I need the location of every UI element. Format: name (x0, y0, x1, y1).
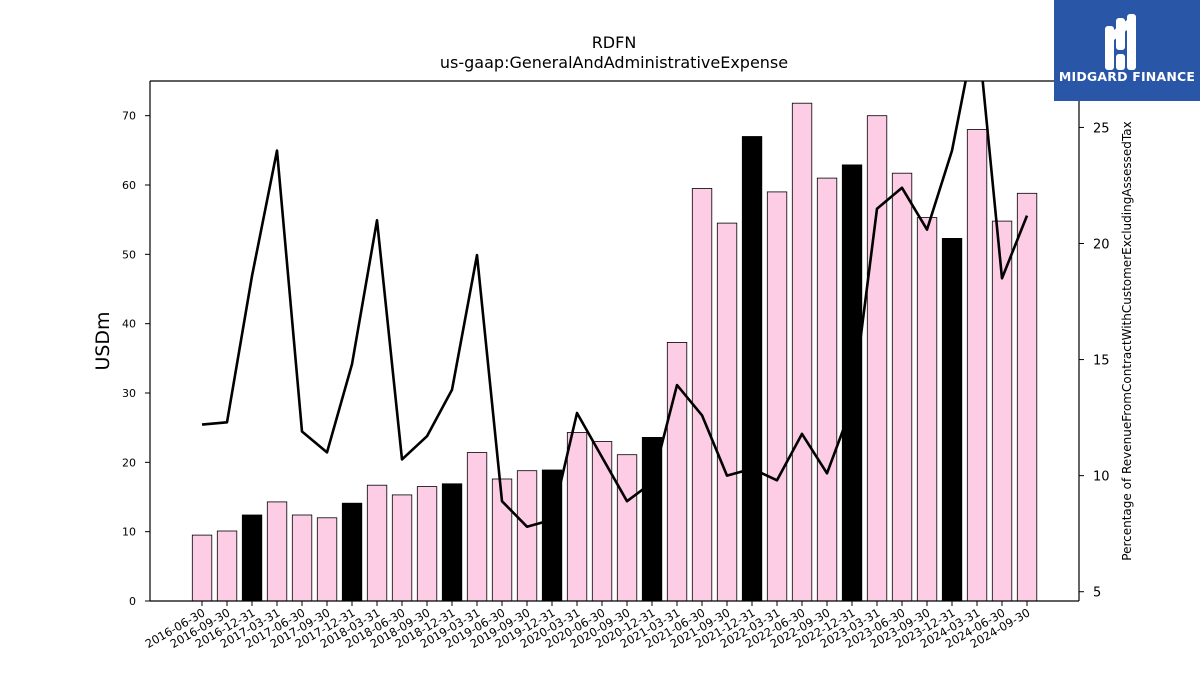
bar-2018-06-30 (391, 494, 413, 602)
y-axis-ticks: 0 10 20 30 40 50 60 70 (122, 110, 150, 608)
y2-tick-label: 5 (1093, 586, 1101, 601)
bar-2024-03-31 (966, 129, 988, 602)
y2-axis-ticks: 5 10 15 20 25 (1079, 121, 1110, 601)
y-tick-label: 20 (122, 456, 136, 469)
bar-2022-06-30 (791, 102, 813, 602)
y2-tick-label: 20 (1093, 238, 1110, 253)
bar-2019-03-31 (466, 452, 488, 602)
y-axis-label: USDm (92, 311, 114, 370)
bar-2018-09-30 (416, 486, 438, 602)
bar-2017-03-31 (266, 501, 288, 602)
bar-2020-06-30 (591, 441, 613, 602)
bar-2018-03-31 (366, 484, 388, 602)
brand-name: MIDGARD FINANCE (1058, 69, 1196, 84)
bar-2020-03-31 (566, 432, 588, 602)
bar-2021-03-31 (666, 341, 688, 602)
chart-title: RDFN (592, 33, 637, 52)
bar-2020-12-31 (641, 436, 663, 602)
x-axis-ticks: 2016-06-302016-09-302016-12-312017-03-31… (143, 601, 1033, 651)
bar-2019-09-30 (516, 470, 538, 602)
midgard-m-icon (1105, 14, 1136, 70)
bar-2017-09-30 (316, 517, 338, 602)
brand-logo: MIDGARD FINANCE (1054, 0, 1200, 101)
y-tick-label: 50 (122, 248, 136, 261)
bar-2023-09-30 (916, 217, 938, 602)
bar-series (191, 102, 1038, 602)
bar-2017-12-31 (341, 502, 363, 602)
bar-2024-09-30 (1016, 192, 1038, 602)
bar-2022-03-31 (766, 191, 788, 602)
y2-axis-label: Percentage of RevenueFromContractWithCus… (1120, 121, 1134, 560)
bar-2021-09-30 (716, 222, 738, 602)
y2-tick-label: 10 (1093, 470, 1110, 485)
bar-2022-12-31 (841, 164, 863, 602)
bar-2016-06-30 (191, 534, 213, 602)
bar-2020-09-30 (616, 454, 638, 602)
bar-2021-12-31 (741, 136, 763, 602)
y-tick-label: 0 (129, 595, 136, 608)
y2-tick-label: 25 (1093, 121, 1110, 136)
ratio-line (201, 81, 1029, 529)
bar-2021-06-30 (691, 188, 713, 602)
bar-2016-12-31 (241, 514, 263, 602)
bar-2016-09-30 (216, 530, 238, 602)
bar-2023-12-31 (941, 237, 963, 602)
bar-2017-06-30 (291, 514, 313, 602)
y-tick-label: 60 (122, 179, 136, 192)
bar-2023-06-30 (891, 172, 913, 602)
y-tick-label: 70 (122, 110, 136, 123)
bar-2018-12-31 (441, 483, 463, 602)
bar-2022-09-30 (816, 177, 838, 602)
chart-subtitle: us-gaap:GeneralAndAdministrativeExpense (440, 53, 788, 72)
y-tick-label: 40 (122, 318, 136, 331)
y2-tick-label: 15 (1093, 354, 1110, 369)
bar-2023-03-31 (866, 115, 888, 602)
line-series (201, 81, 1029, 529)
y-tick-label: 30 (122, 387, 136, 400)
y-tick-label: 10 (122, 526, 136, 539)
axes (149, 80, 1080, 602)
